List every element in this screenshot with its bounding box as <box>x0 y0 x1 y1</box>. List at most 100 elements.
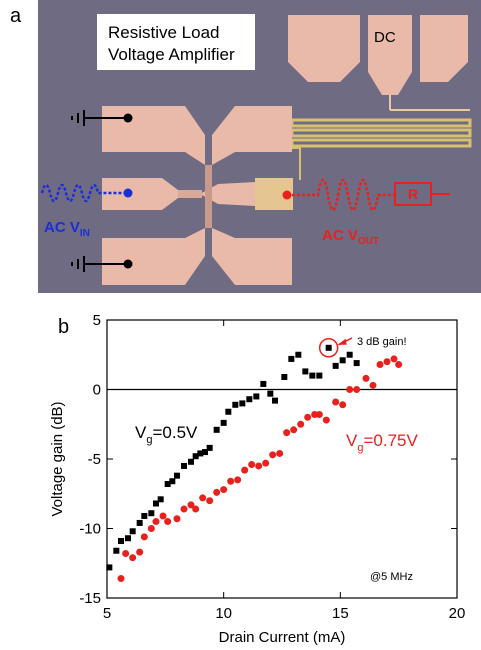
x-tick-label: 20 <box>449 605 466 622</box>
data-point <box>234 476 241 483</box>
data-point <box>148 525 155 532</box>
data-point <box>290 426 297 433</box>
data-point <box>239 400 245 406</box>
data-point <box>136 549 143 556</box>
plot-frame <box>107 320 457 598</box>
data-point <box>153 518 160 525</box>
annotation: 3 dB gain! <box>357 336 407 348</box>
panel-title: Resistive Load <box>108 23 220 42</box>
data-point <box>207 445 213 451</box>
data-point <box>323 417 330 424</box>
data-point <box>295 352 301 358</box>
panel-label: b <box>58 316 69 338</box>
data-point <box>118 538 124 544</box>
x-tick-label: 15 <box>332 605 349 622</box>
data-point <box>106 564 112 570</box>
x-tick-label: 5 <box>103 605 111 622</box>
y-axis-label: Voltage gain (dB) <box>49 401 66 516</box>
data-point <box>174 473 180 479</box>
data-point <box>272 398 278 404</box>
data-point <box>363 375 370 382</box>
data-point <box>276 450 283 457</box>
y-tick-label: 5 <box>93 312 101 329</box>
figure: a Resi <box>0 0 481 650</box>
data-point <box>246 396 252 402</box>
data-point <box>221 420 227 426</box>
data-point <box>160 512 167 519</box>
data-point <box>339 401 346 408</box>
dc-label: DC <box>374 29 396 46</box>
data-point <box>316 411 323 418</box>
data-point <box>125 535 131 541</box>
data-point <box>113 548 119 554</box>
series-label: Vg=0.5V <box>135 423 198 446</box>
data-point <box>225 409 231 415</box>
data-point <box>346 386 353 393</box>
data-point <box>141 533 148 540</box>
data-point <box>181 506 188 513</box>
data-point <box>384 358 391 365</box>
data-point <box>377 361 384 368</box>
data-point <box>353 386 360 393</box>
x-axis-label: Drain Current (mA) <box>219 629 346 646</box>
panel-label: a <box>10 5 22 27</box>
data-point <box>253 393 259 399</box>
data-point <box>262 460 269 467</box>
data-point <box>302 368 308 374</box>
data-point <box>326 345 332 351</box>
x-tick-label: 10 <box>215 605 232 622</box>
y-tick-label: 0 <box>93 382 101 399</box>
annotation-arrowhead <box>338 339 347 345</box>
data-point <box>241 467 248 474</box>
data-point <box>248 461 255 468</box>
data-point <box>158 496 164 502</box>
data-point <box>347 352 353 358</box>
data-point <box>141 513 147 519</box>
data-point <box>181 463 187 469</box>
data-point <box>232 402 238 408</box>
data-point <box>192 506 199 513</box>
data-point <box>118 575 125 582</box>
data-point <box>164 518 171 525</box>
data-point <box>354 360 360 366</box>
data-point <box>213 489 220 496</box>
annotation: @5 MHz <box>370 571 413 583</box>
series-label: Vg=0.75V <box>346 431 418 454</box>
data-point <box>395 361 402 368</box>
data-point <box>214 427 220 433</box>
data-point <box>283 429 290 436</box>
data-point <box>220 486 227 493</box>
y-tick-label: -15 <box>79 590 101 607</box>
data-point <box>174 515 181 522</box>
data-point <box>281 374 287 380</box>
data-point <box>316 373 322 379</box>
data-point <box>122 550 129 557</box>
data-point <box>267 391 273 397</box>
data-point <box>188 459 194 465</box>
data-point <box>199 494 206 501</box>
data-point <box>137 520 143 526</box>
data-point <box>333 363 339 369</box>
data-point <box>269 451 276 458</box>
data-point <box>148 510 154 516</box>
data-point <box>288 356 294 362</box>
data-point <box>391 355 398 362</box>
y-tick-label: -5 <box>88 451 101 468</box>
data-point <box>130 528 136 534</box>
data-point <box>206 497 213 504</box>
data-point <box>255 462 262 469</box>
data-point <box>309 373 315 379</box>
data-point <box>227 478 234 485</box>
data-point <box>304 414 311 421</box>
data-point <box>260 381 266 387</box>
y-tick-label: -10 <box>79 521 101 538</box>
micrograph <box>38 0 481 293</box>
panel-title: Voltage Amplifier <box>108 45 235 64</box>
data-point <box>169 478 175 484</box>
data-point <box>332 399 339 406</box>
resistor-label: R <box>408 186 418 202</box>
data-point <box>370 382 377 389</box>
data-point <box>129 554 136 561</box>
data-point <box>297 421 304 428</box>
data-point <box>340 357 346 363</box>
